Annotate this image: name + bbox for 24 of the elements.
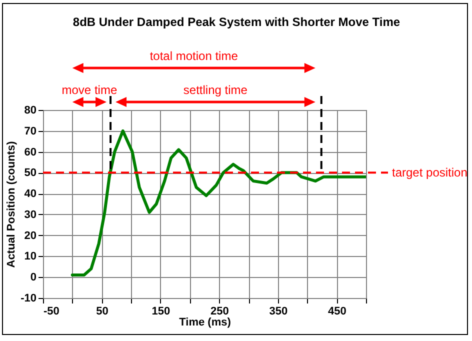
x-tick-label: 450 xyxy=(328,306,346,318)
x-axis-title: Time (ms) xyxy=(179,316,232,328)
y-tick-label: 10 xyxy=(24,250,36,263)
chart-title: 8dB Under Damped Peak System with Shorter Move Time xyxy=(72,15,400,29)
y-tick-label: -10 xyxy=(20,292,36,304)
y-tick-label: 60 xyxy=(24,146,36,158)
text: settling time xyxy=(183,83,248,97)
y-tick-label: 50 xyxy=(24,167,36,180)
x-tick-label: 50 xyxy=(96,306,108,318)
y-tick-label: 80 xyxy=(24,104,36,116)
x-tick-label: 150 xyxy=(152,306,170,318)
y-tick-label: 20 xyxy=(24,230,36,242)
ref-line-label: target position xyxy=(392,166,468,180)
y-tick-label: 70 xyxy=(24,125,36,138)
text: move time xyxy=(62,83,118,97)
line-series xyxy=(70,129,366,277)
y-tick-label: 30 xyxy=(24,208,36,221)
x-tick-label: 250 xyxy=(210,306,229,318)
text: total motion time xyxy=(150,49,238,63)
y-tick-label: 0 xyxy=(30,272,36,284)
y-tick-label: 40 xyxy=(24,188,36,200)
x-tick-label: -50 xyxy=(44,306,60,318)
y-axis-title: Actual Position (counts) xyxy=(6,140,18,268)
x-tick-label: 350 xyxy=(269,306,288,318)
